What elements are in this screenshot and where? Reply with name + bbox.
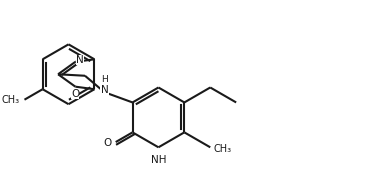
Text: H: H — [101, 75, 108, 84]
Text: N: N — [76, 55, 84, 65]
Text: O: O — [71, 89, 80, 99]
Text: O: O — [104, 138, 112, 148]
Text: CH₃: CH₃ — [214, 144, 232, 154]
Text: NH: NH — [151, 155, 166, 165]
Text: CH₃: CH₃ — [2, 95, 20, 105]
Text: N: N — [100, 85, 108, 95]
